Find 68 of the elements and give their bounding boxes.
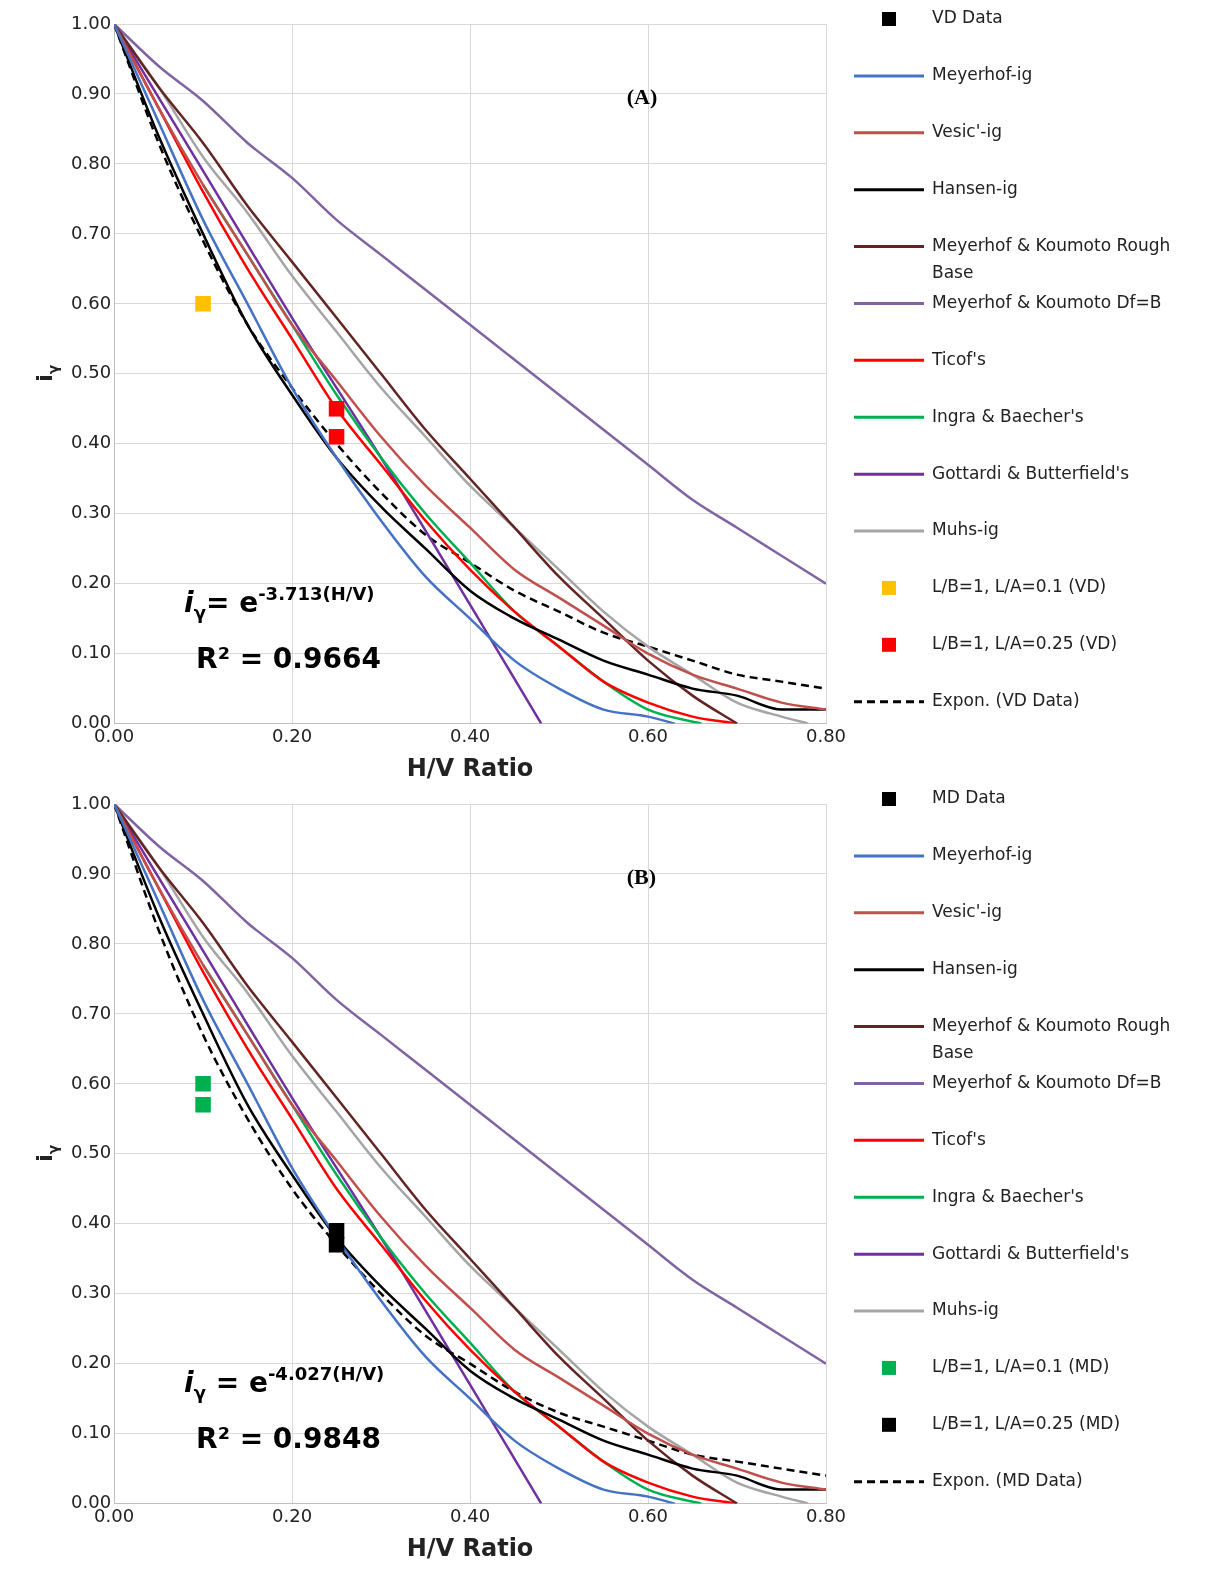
legend-label: Vesic'-ig [932, 121, 1003, 142]
point [328, 428, 345, 445]
legend-label: Hansen-ig [932, 958, 1018, 979]
legend-label: MD Data [932, 787, 1006, 808]
x-tick-label: 0.20 [272, 1505, 313, 1527]
y-tick-label: 1.00 [71, 11, 112, 33]
x-tick-label: 0.40 [450, 725, 491, 747]
annotation: R² = 0.9848 [196, 1421, 381, 1455]
y-tick-label: 0.60 [71, 1071, 112, 1093]
legend-label: Meyerhof & Koumoto Df=B [932, 1071, 1162, 1092]
legend-label: L/B=1, L/A=0.25 (VD) [932, 633, 1118, 654]
y-tick-label: 0.20 [71, 1351, 112, 1373]
point [195, 296, 211, 312]
legend-label: Ingra & Baecher's [932, 1185, 1084, 1206]
y-tick-label: 0.30 [71, 501, 112, 523]
y-tick-label: 0.10 [71, 1421, 112, 1443]
legend-label: Gottardi & Butterfield's [932, 462, 1130, 483]
y-tick-label: 0.40 [71, 431, 112, 453]
x-axis-title: H/V Ratio [406, 753, 534, 782]
x-tick-label: 0.80 [805, 725, 847, 747]
point [328, 1236, 345, 1253]
legend-label: Expon. (VD Data) [932, 690, 1080, 711]
y-tick-label: 0.80 [71, 151, 112, 173]
point [195, 1097, 211, 1113]
legend-label: Ingra & Baecher's [932, 405, 1084, 426]
annotation: (B) [626, 864, 656, 889]
legend-label: L/B=1, L/A=0.1 (MD) [932, 1356, 1110, 1377]
x-axis-title: H/V Ratio [406, 1533, 534, 1562]
y-tick-label: 0.90 [71, 81, 112, 103]
annotation: (A) [626, 84, 658, 109]
y-axis-title: iγ [32, 364, 61, 382]
y-tick-label: 0.70 [71, 221, 112, 243]
point [328, 401, 345, 417]
legend-label: Meyerhof & Koumoto Rough Base [932, 234, 1171, 282]
y-tick-label: 0.50 [71, 1141, 112, 1163]
y-axis-title: iγ [32, 1144, 61, 1162]
x-tick-label: 0.60 [627, 1505, 669, 1527]
x-tick-label: 0.80 [805, 1505, 847, 1527]
legend-label: Ticof's [931, 1128, 986, 1149]
legend-label: Meyerhof-ig [932, 64, 1033, 85]
y-tick-label: 0.20 [71, 571, 112, 593]
legend-label: Meyerhof & Koumoto Rough Base [932, 1014, 1171, 1062]
legend-label: Vesic'-ig [932, 901, 1003, 922]
y-tick-label: 1.00 [71, 791, 112, 813]
legend-label: L/B=1, L/A=0.25 (MD) [932, 1413, 1121, 1434]
y-tick-label: 0.80 [71, 931, 112, 953]
legend-label: L/B=1, L/A=0.1 (VD) [932, 576, 1107, 597]
legend-label: Expon. (MD Data) [932, 1470, 1083, 1491]
legend-label: Gottardi & Butterfield's [932, 1242, 1130, 1263]
x-tick-label: 0.60 [627, 725, 669, 747]
y-tick-label: 0.30 [71, 1281, 112, 1303]
legend-label: Meyerhof & Koumoto Df=B [932, 291, 1162, 312]
legend-label: Muhs-ig [932, 519, 999, 540]
legend-label: VD Data [932, 7, 1003, 28]
point [195, 1076, 211, 1092]
legend-label: Ticof's [931, 348, 986, 369]
legend-label: Muhs-ig [932, 1299, 999, 1320]
legend-label: Meyerhof-ig [932, 844, 1033, 865]
legend-label: Hansen-ig [932, 178, 1018, 199]
y-tick-label: 0.10 [71, 641, 112, 663]
y-tick-label: 0.50 [71, 361, 112, 383]
y-tick-label: 0.40 [71, 1211, 112, 1233]
x-tick-label: 0.20 [272, 725, 313, 747]
annotation: R² = 0.9664 [196, 641, 381, 675]
y-tick-label: 0.60 [71, 291, 112, 313]
y-tick-label: 0.90 [71, 861, 112, 883]
x-tick-label: 0.40 [450, 1505, 491, 1527]
y-tick-label: 0.70 [71, 1001, 112, 1023]
